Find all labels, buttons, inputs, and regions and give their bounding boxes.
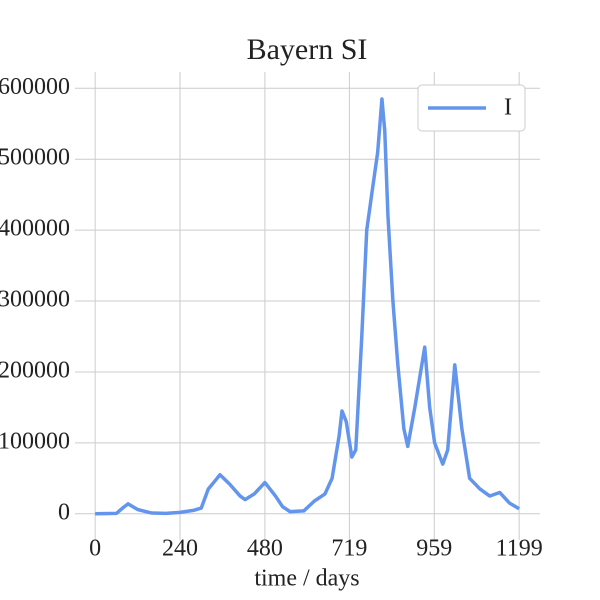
y-tick-label: 0 (58, 499, 70, 525)
x-tick-label: 1199 (496, 536, 543, 562)
x-tick-label: 240 (162, 536, 198, 562)
x-tick-label: 480 (247, 536, 283, 562)
y-tick-label: 300000 (0, 287, 70, 313)
x-tick-label: 959 (416, 536, 452, 562)
x-tick-label: 719 (331, 536, 367, 562)
chart-title: Bayern SI (247, 33, 368, 66)
y-tick-label: 600000 (0, 74, 70, 100)
y-tick-label: 100000 (0, 428, 70, 454)
y-tick-label: 500000 (0, 145, 70, 171)
legend-label: I (504, 95, 512, 121)
y-tick-label: 200000 (0, 357, 70, 383)
line-series (95, 97, 521, 516)
y-tick-label: 400000 (0, 216, 70, 242)
x-axis-label: time / days (254, 566, 359, 592)
x-tick-label: 0 (89, 536, 101, 562)
